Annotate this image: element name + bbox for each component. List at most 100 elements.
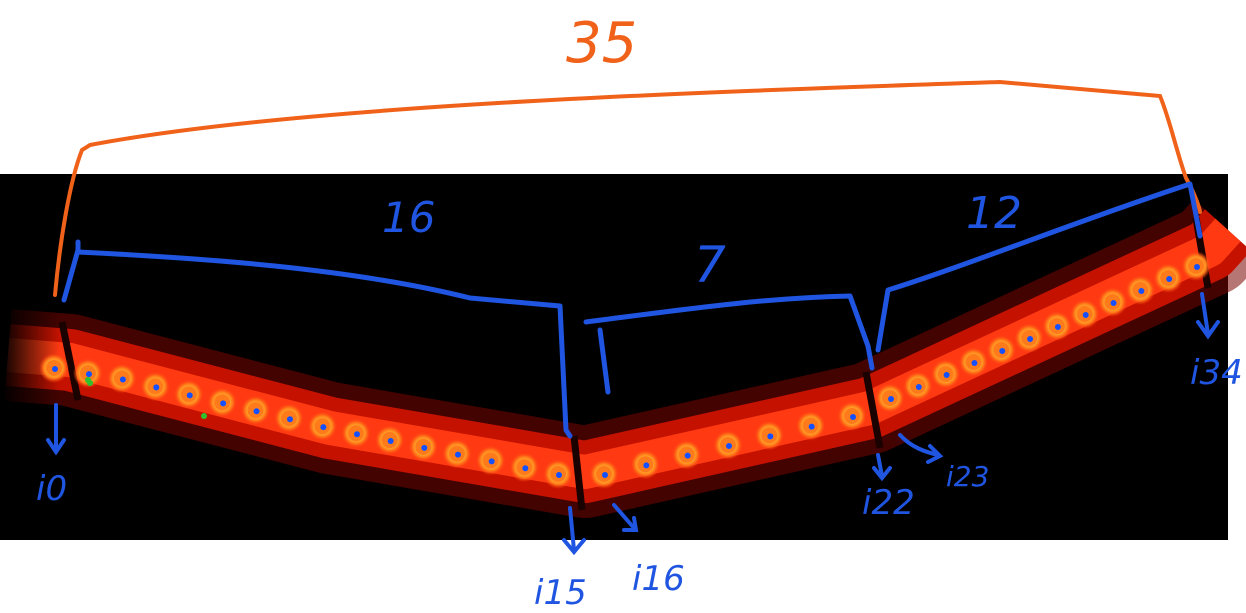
arrow-down-icon [1196, 292, 1220, 340]
arrow-down-icon [562, 506, 586, 556]
led [875, 383, 905, 413]
segment-2-bracket [583, 293, 875, 395]
led [408, 431, 439, 462]
led [1153, 263, 1184, 293]
led [671, 439, 702, 470]
led [340, 418, 371, 449]
led [441, 438, 472, 469]
green-marker-dot [85, 377, 91, 383]
led-marker-dot [454, 451, 461, 458]
led [1041, 311, 1072, 341]
index-label-i34: i34 [1190, 353, 1243, 393]
led-marker-dot [999, 348, 1006, 354]
led [902, 371, 933, 401]
index-label-i16: i16 [632, 559, 685, 599]
index-labels: i0 i15 i16 i22 i23 i34 [36, 353, 1243, 613]
led [543, 459, 573, 489]
segment-brackets: 16 7 12 [61, 181, 1203, 439]
led [958, 347, 989, 377]
led-marker-dot [943, 372, 950, 378]
index-arrows [46, 292, 1220, 556]
led [930, 359, 961, 389]
led [1181, 251, 1211, 281]
led [207, 387, 238, 418]
segment-1-count-label: 16 [382, 193, 435, 242]
led-marker-dot [1027, 336, 1034, 342]
led-marker-dot [1166, 276, 1173, 282]
led-marker-dot [556, 472, 562, 478]
led [106, 363, 137, 394]
led [1069, 299, 1100, 329]
led-marker-dot [767, 433, 774, 440]
led [240, 395, 271, 426]
led-marker-dot [1194, 264, 1200, 270]
led [713, 430, 743, 460]
led-marker-dot [353, 431, 360, 438]
led [795, 410, 826, 441]
led [475, 445, 506, 476]
led [273, 403, 304, 434]
led [140, 371, 171, 402]
led-marker-dot [971, 360, 978, 366]
led [986, 335, 1017, 365]
index-label-i15: i15 [534, 573, 587, 613]
led [509, 452, 540, 483]
led-marker-dot [643, 462, 650, 469]
led-marker-dot [286, 416, 293, 423]
led-marker-dot [888, 396, 894, 402]
index-label-i22: i22 [862, 483, 915, 523]
led [173, 379, 204, 410]
led [754, 420, 785, 451]
led-marker-dot [387, 438, 394, 445]
arrow-down-icon [46, 403, 66, 456]
led-group [39, 251, 1211, 489]
led-marker-dot [522, 465, 529, 472]
total-bracket-line [53, 79, 1202, 297]
led [589, 459, 619, 489]
led-marker-dot [119, 376, 126, 383]
led-marker-dot [602, 472, 608, 478]
led-marker-dot [421, 444, 428, 451]
led-marker-dot [85, 371, 92, 378]
led-marker-dot [850, 414, 856, 420]
green-marker-dot [201, 413, 207, 419]
arrow-down-icon [898, 433, 944, 464]
led-marker-dot [1054, 324, 1061, 330]
led [837, 401, 867, 431]
joint-2 [570, 435, 586, 511]
index-label-i23: i23 [946, 460, 989, 493]
arrow-down-icon [612, 503, 639, 532]
led [307, 411, 338, 442]
led-marker-dot [1082, 312, 1089, 318]
segment-1-bracket [61, 239, 573, 439]
total-bracket: 35 [53, 11, 1202, 297]
led [39, 353, 69, 383]
arrow-down-icon [872, 453, 892, 482]
led-marker-dot [220, 400, 227, 407]
led-marker-dot [153, 384, 160, 391]
segment-3-count-label: 12 [966, 188, 1022, 239]
index-label-i0: i0 [36, 469, 67, 509]
segment-2-count-label: 7 [694, 236, 726, 294]
led [630, 449, 661, 480]
led-marker-dot [915, 384, 922, 390]
joint-1 [58, 321, 82, 401]
segment-3-bracket [875, 181, 1203, 353]
led-marker-dot [1138, 288, 1145, 294]
led-marker-dot [1110, 300, 1117, 306]
led-marker-dot [488, 458, 495, 465]
led-strip [0, 199, 1246, 518]
led [1097, 287, 1128, 317]
led-marker-dot [253, 408, 260, 415]
led-marker-dot [808, 423, 815, 430]
joint-3 [862, 371, 884, 449]
led-marker-dot [52, 366, 58, 372]
led [72, 358, 103, 389]
led [1125, 275, 1156, 305]
led [374, 425, 405, 456]
led [1014, 323, 1045, 353]
total-count-label: 35 [566, 11, 637, 76]
led-marker-dot [726, 443, 732, 449]
led-marker-dot [186, 392, 193, 399]
